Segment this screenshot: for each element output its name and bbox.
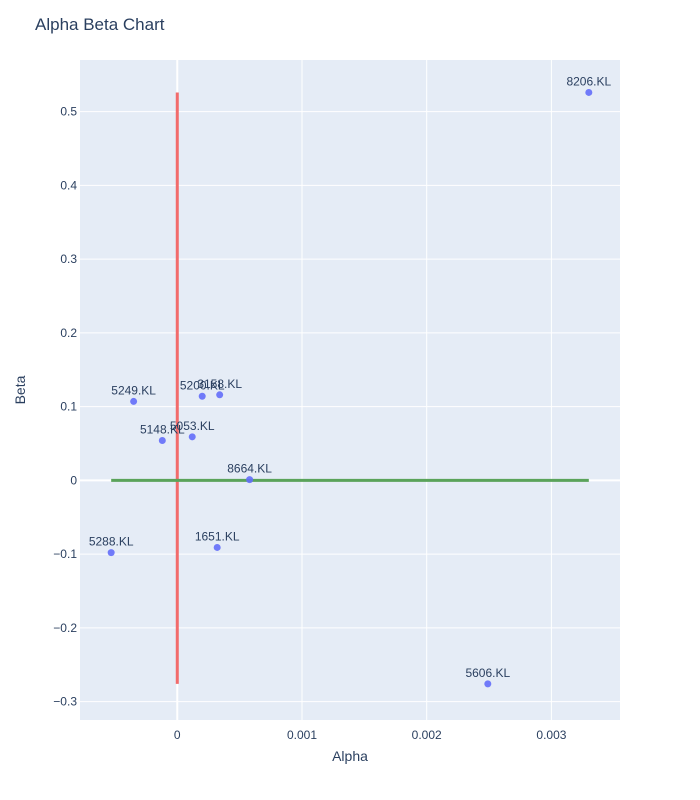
scatter-point <box>246 476 254 484</box>
y-tick-label: −0.2 <box>53 621 77 635</box>
scatter-point <box>198 392 206 400</box>
x-tick-label: 0.003 <box>536 728 566 742</box>
chart-title: Alpha Beta Chart <box>35 15 165 34</box>
y-tick-labels: −0.3 −0.2 −0.1 0 0.1 0.2 0.3 0.4 0.5 <box>53 105 77 709</box>
scatter-point <box>188 433 196 441</box>
y-axis-title: Beta <box>12 375 28 404</box>
x-tick-label: 0.001 <box>287 728 317 742</box>
y-tick-label: 0.4 <box>60 178 77 192</box>
y-tick-label: 0.2 <box>60 326 77 340</box>
point-label: 1651.KL <box>195 529 240 543</box>
y-tick-label: 0.1 <box>60 400 77 414</box>
scatter-point <box>130 397 138 405</box>
y-tick-label: 0 <box>70 473 77 487</box>
scatter-point <box>107 549 115 557</box>
scatter-point <box>158 437 166 445</box>
point-label: 5606.KL <box>465 666 510 680</box>
x-tick-label: 0.002 <box>412 728 442 742</box>
reference-lines <box>111 92 589 684</box>
x-tick-label: 0 <box>174 728 181 742</box>
scatter-point <box>585 88 593 96</box>
point-label: 5148.KL <box>140 423 185 437</box>
scatter-point <box>484 680 492 688</box>
data-points <box>107 88 593 688</box>
point-label: 5200.KL <box>180 378 225 392</box>
plot-area <box>80 60 620 720</box>
point-label: 5249.KL <box>111 383 156 397</box>
y-tick-label: 0.3 <box>60 252 77 266</box>
y-tick-label: 0.5 <box>60 105 77 119</box>
point-label: 8664.KL <box>227 462 272 476</box>
point-label: 8206.KL <box>566 74 611 88</box>
y-tick-label: −0.1 <box>53 547 77 561</box>
x-tick-labels: 0 0.001 0.002 0.003 <box>174 728 567 742</box>
scatter-point <box>213 543 221 551</box>
x-axis-title: Alpha <box>332 748 368 764</box>
y-tick-label: −0.3 <box>53 695 77 709</box>
scatter-point <box>216 391 224 399</box>
point-label: 5053.KL <box>170 419 215 433</box>
point-label: 3158.KL <box>197 377 242 391</box>
point-label: 5288.KL <box>89 535 134 549</box>
